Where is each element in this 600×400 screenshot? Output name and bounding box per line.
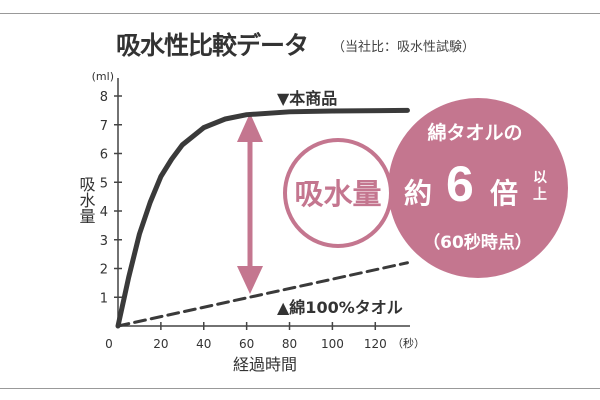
series-line-1	[116, 261, 409, 328]
x-tick-label: 60	[239, 337, 254, 351]
arrow-head-up	[237, 113, 263, 142]
y-tick-label: 7	[100, 119, 108, 134]
circle-label: 吸水量	[294, 177, 381, 211]
chart-subtitle: （当社比：吸水性試験）	[332, 40, 476, 55]
badge-note: （60秒時点）	[423, 233, 532, 253]
x-tick-label: 100	[321, 337, 344, 351]
y-tick-label: 5	[100, 176, 108, 191]
x-tick-label: 20	[153, 337, 168, 351]
badge-prefix: 約	[404, 177, 433, 210]
series-line-0	[115, 107, 410, 329]
series-label-product: ▼本商品	[277, 89, 337, 108]
x-axis-label: 経過時間	[233, 355, 297, 374]
badge-suffix: 倍	[490, 177, 519, 210]
y-tick-label: 4	[100, 205, 108, 220]
chart-frame	[0, 13, 600, 389]
y-unit: (ml)	[92, 70, 114, 83]
badge-circle	[388, 98, 568, 278]
badge-number: 6	[446, 156, 474, 212]
x-tick-label: 0	[105, 337, 113, 351]
y-tick-label: 1	[100, 291, 108, 306]
x-tick-label: 40	[196, 337, 211, 351]
y-tick-label: 8	[100, 90, 108, 105]
badge-line1: 綿タオルの	[427, 122, 523, 144]
x-unit: （秒）	[392, 336, 425, 350]
series-label-cotton: ▲綿100%タオル	[277, 298, 403, 317]
x-tick-label: 80	[282, 337, 297, 351]
y-axis-label: 吸水量	[77, 176, 96, 224]
y-tick-label: 6	[100, 148, 108, 163]
chart-title: 吸水性比較データ	[116, 31, 309, 60]
badge-above: 以上	[533, 170, 547, 203]
arrow-head-down	[237, 266, 263, 294]
y-tick-label: 2	[100, 263, 108, 278]
y-tick-label: 3	[100, 234, 108, 249]
x-tick-label: 120	[364, 337, 387, 351]
circle-outline	[283, 138, 393, 248]
